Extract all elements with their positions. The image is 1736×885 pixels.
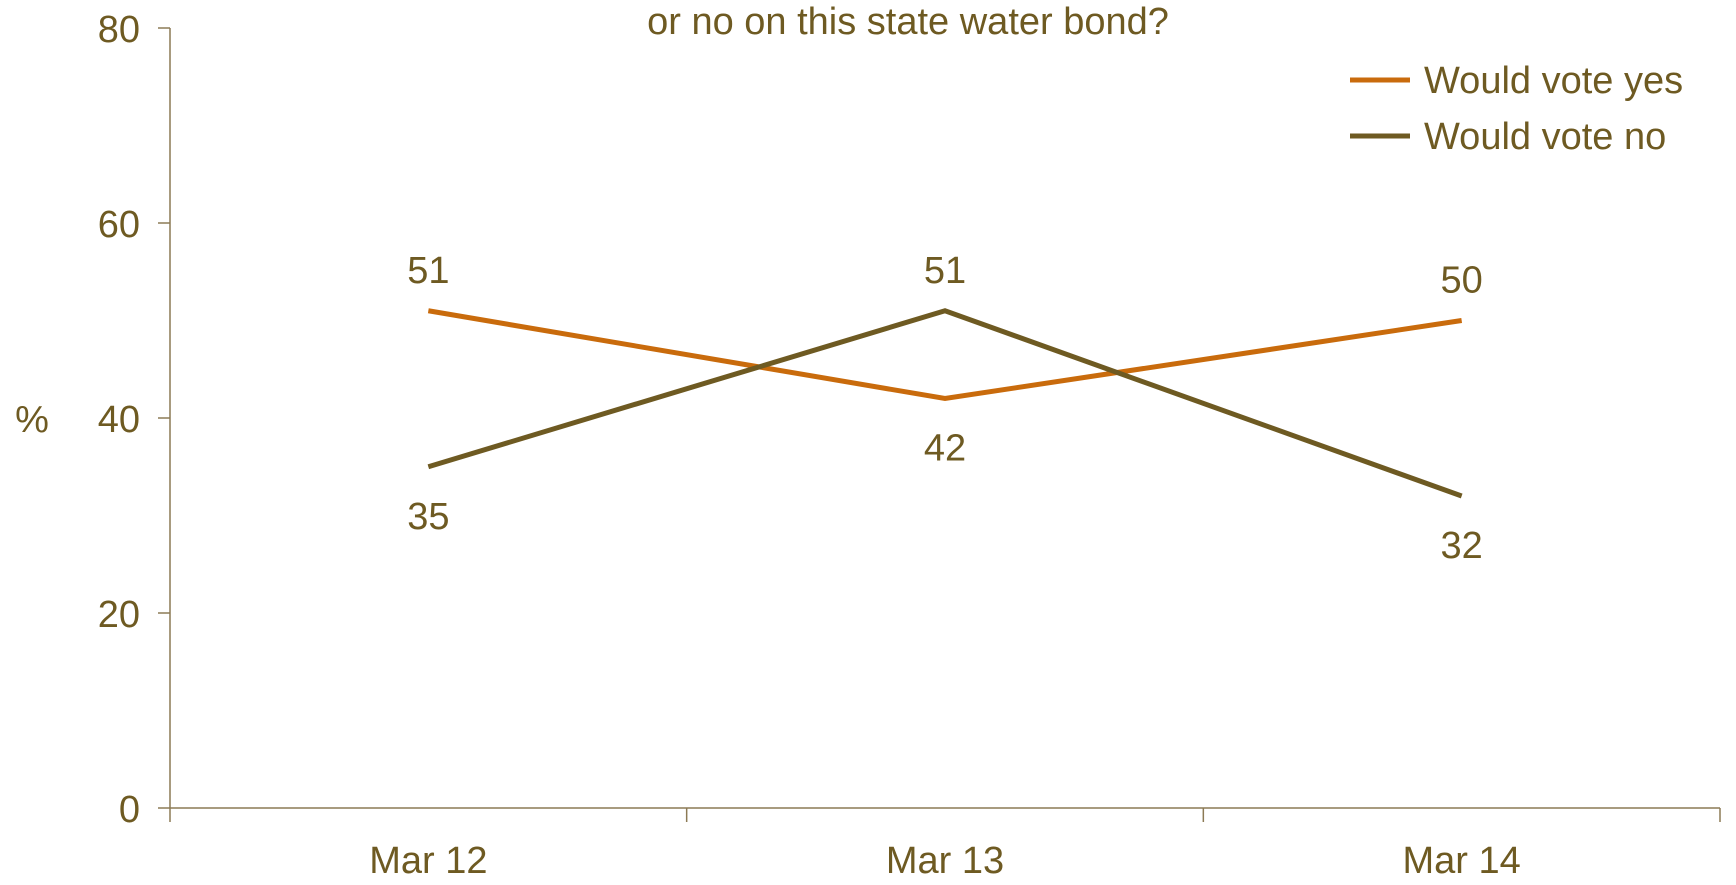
legend: Would vote yes Would vote no	[1350, 60, 1683, 158]
x-tick-label: Mar 13	[886, 840, 1004, 880]
y-axis-label: %	[15, 399, 49, 441]
data-label: 42	[924, 428, 966, 470]
legend-label: Would vote no	[1424, 116, 1666, 158]
x-tick-label: Mar 14	[1403, 840, 1521, 880]
y-tick-label: 60	[98, 204, 140, 246]
y-tick-label: 0	[119, 789, 140, 831]
x-tick-label: Mar 12	[369, 840, 487, 880]
data-label: 32	[1441, 525, 1483, 567]
y-tick-label: 20	[98, 594, 140, 636]
legend-label: Would vote yes	[1424, 60, 1683, 102]
y-tick-label: 80	[98, 9, 140, 51]
data-label: 35	[407, 496, 449, 538]
data-labels: 51 42 50 35 51 32	[407, 250, 1483, 567]
y-tick-label: 40	[98, 399, 140, 441]
chart-title: or no on this state water bond?	[647, 1, 1169, 43]
series-line-yes	[428, 311, 1461, 399]
data-label: 51	[407, 250, 449, 292]
data-label: 50	[1441, 260, 1483, 302]
data-label: 51	[924, 250, 966, 292]
